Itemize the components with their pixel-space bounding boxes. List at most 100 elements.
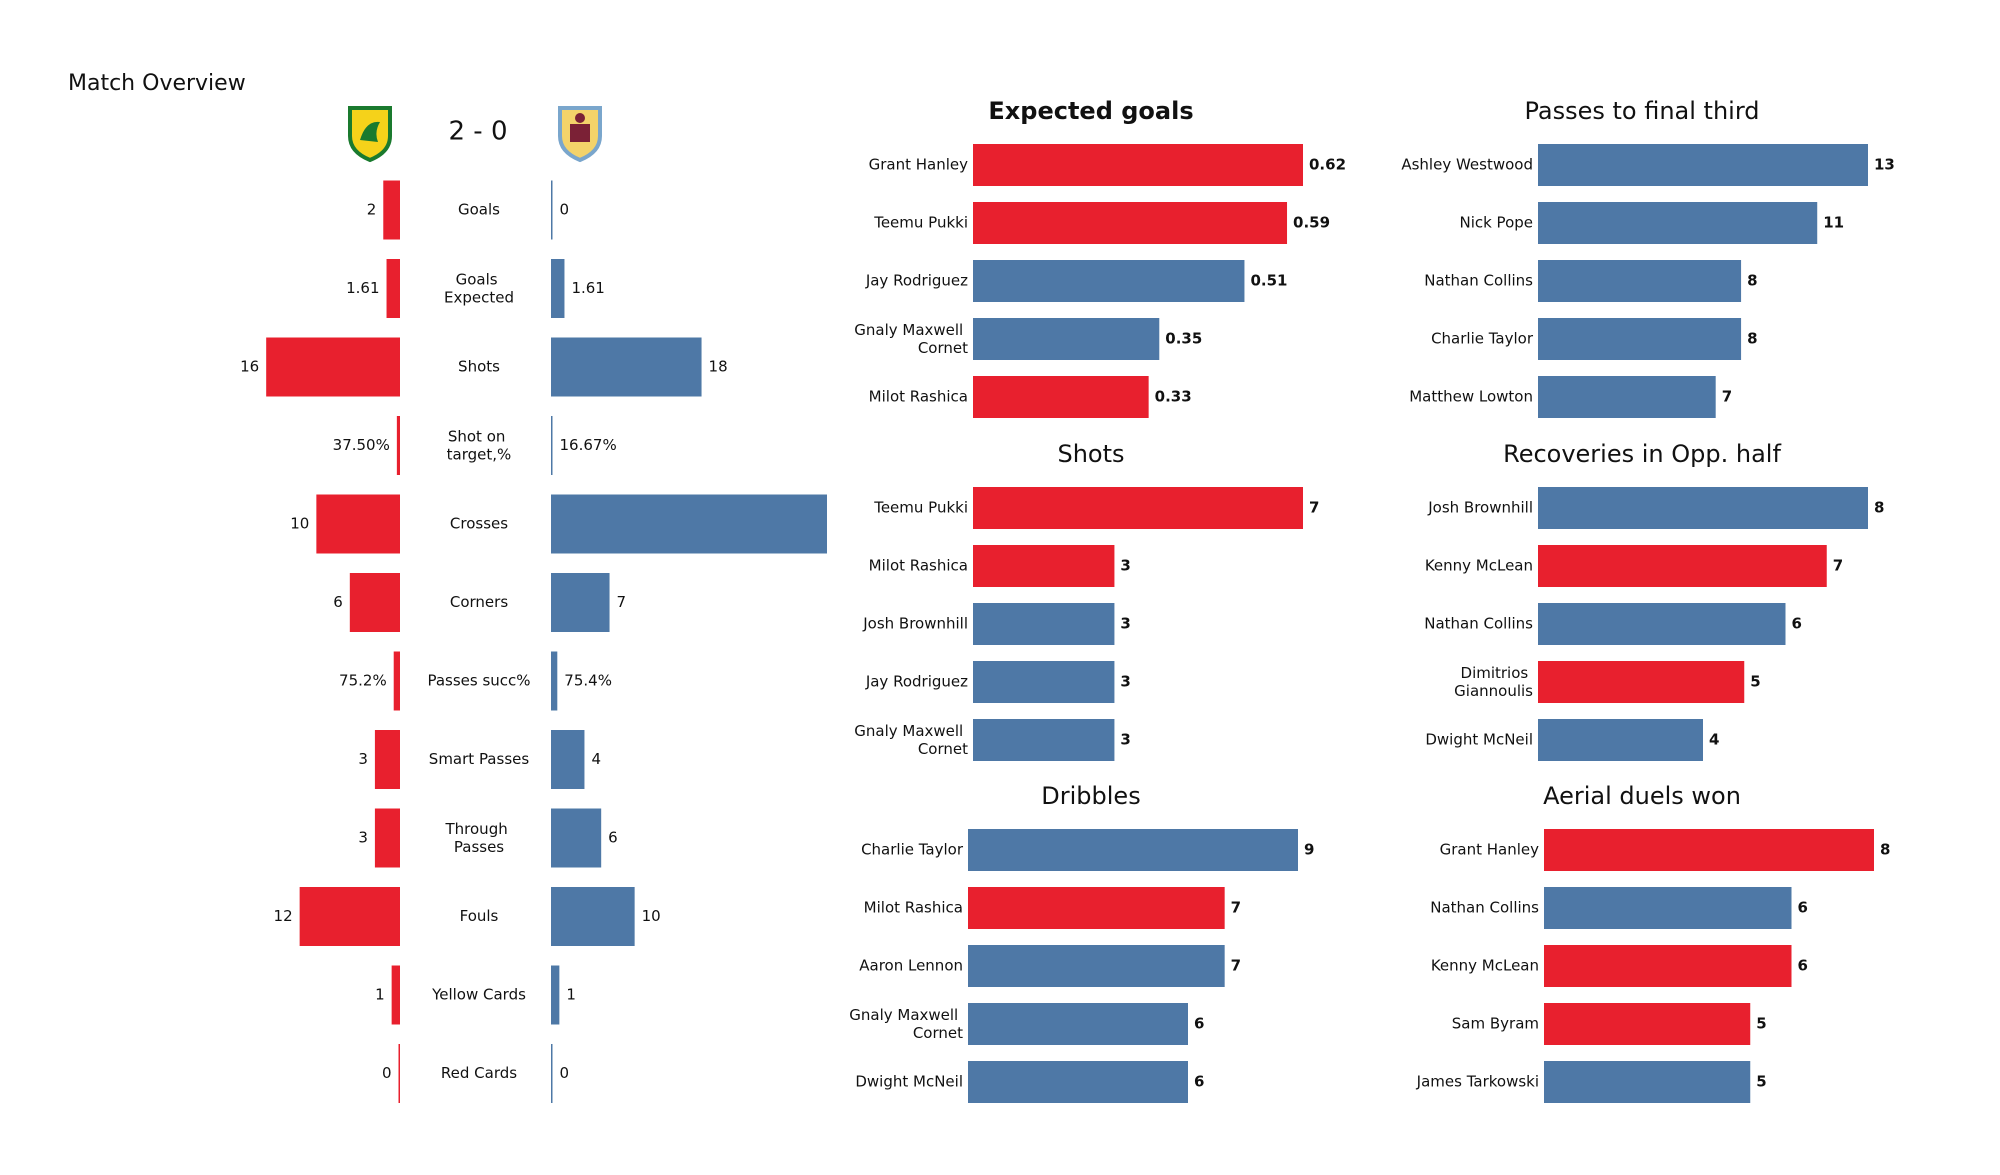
bar xyxy=(398,1044,400,1103)
bar xyxy=(1538,487,1868,529)
bar xyxy=(551,416,553,475)
bar xyxy=(968,1061,1188,1103)
chart-title: Shots xyxy=(1057,440,1124,468)
bar xyxy=(973,376,1149,418)
bar xyxy=(1538,318,1742,360)
value-label: 16 xyxy=(240,358,259,376)
category-label: Milot Rashica xyxy=(869,388,968,406)
value-label: 1 xyxy=(566,986,576,1004)
value-label: 18 xyxy=(709,358,728,376)
category-label: Matthew Lowton xyxy=(1409,388,1533,406)
bar xyxy=(973,202,1288,244)
value-label: 11 xyxy=(1823,214,1844,232)
bar xyxy=(316,494,400,554)
bar xyxy=(266,337,400,397)
category-label: Teemu Pukki xyxy=(873,214,968,232)
value-label: 5 xyxy=(1756,1073,1766,1091)
value-label: 3 xyxy=(358,750,368,768)
category-label: Charlie Taylor xyxy=(861,841,964,859)
value-label: 7 xyxy=(1231,957,1241,975)
category-label: Nathan Collins xyxy=(1430,899,1539,917)
bar xyxy=(299,887,400,946)
bar xyxy=(1538,545,1827,587)
category-label: Gnaly Maxwell Cornet xyxy=(849,1006,963,1042)
value-label: 0.62 xyxy=(1309,156,1346,174)
value-label: 6 xyxy=(1792,615,1802,633)
category-label: Jay Rodriguez xyxy=(865,673,968,691)
home-crest xyxy=(348,106,392,163)
value-label: 6 xyxy=(608,829,618,847)
bar xyxy=(1538,719,1703,761)
value-label: 3 xyxy=(1120,673,1130,691)
category-label: Teemu Pukki xyxy=(873,499,968,517)
bar xyxy=(393,651,400,711)
value-label: 7 xyxy=(617,593,627,611)
bar xyxy=(1544,945,1792,987)
bar xyxy=(1538,661,1745,703)
value-label: 8 xyxy=(1747,330,1757,348)
value-label: 3 xyxy=(358,829,368,847)
bar xyxy=(551,180,553,240)
bar xyxy=(551,573,610,632)
bar xyxy=(973,487,1303,529)
bar xyxy=(551,259,565,318)
category-label: Milot Rashica xyxy=(864,899,963,917)
category-label: Red Cards xyxy=(441,1064,517,1082)
value-label: 8 xyxy=(1874,499,1884,517)
bar xyxy=(551,1044,553,1103)
bar xyxy=(391,965,400,1025)
score: 2 - 0 xyxy=(449,117,508,147)
bar xyxy=(968,945,1225,987)
value-label: 1.61 xyxy=(346,279,379,297)
value-label: 8 xyxy=(1747,272,1757,290)
category-label: Shots xyxy=(458,358,500,376)
bar xyxy=(374,808,400,868)
category-label: Nathan Collins xyxy=(1424,272,1533,290)
bar xyxy=(1538,376,1716,418)
value-label: 7 xyxy=(1833,557,1843,575)
chart-title: Recoveries in Opp. half xyxy=(1503,440,1781,468)
value-label: 10 xyxy=(290,515,309,533)
category-label: Fouls xyxy=(460,907,499,925)
category-label: Shot on target,% xyxy=(447,427,512,463)
value-label: 0 xyxy=(560,1064,570,1082)
category-label: Milot Rashica xyxy=(869,557,968,575)
value-label: 10 xyxy=(642,907,661,925)
category-label: Goals Expected xyxy=(444,270,514,306)
value-label: 75.2% xyxy=(339,672,387,690)
value-label: 12 xyxy=(274,907,293,925)
category-label: Yellow Cards xyxy=(431,986,526,1004)
bar xyxy=(383,180,400,240)
category-label: Josh Brownhill xyxy=(1427,499,1533,517)
bar xyxy=(551,808,602,868)
value-label: 13 xyxy=(1874,156,1895,174)
category-label: Smart Passes xyxy=(429,750,530,768)
bar xyxy=(551,494,827,554)
category-label: Passes succ% xyxy=(427,672,530,690)
away-crest xyxy=(558,106,602,163)
chart-title: Dribbles xyxy=(1041,782,1140,810)
bar xyxy=(1544,887,1792,929)
bar xyxy=(551,651,558,711)
bar xyxy=(551,730,585,789)
bar xyxy=(973,318,1160,360)
bar xyxy=(1544,1003,1751,1045)
category-label: Kenny McLean xyxy=(1431,957,1539,975)
value-label: 0 xyxy=(382,1064,392,1082)
value-label: 75.4% xyxy=(564,672,612,690)
bar xyxy=(396,416,400,475)
category-label: Through Passes xyxy=(445,820,513,856)
bar xyxy=(1538,603,1786,645)
bar xyxy=(551,965,560,1025)
category-label: Kenny McLean xyxy=(1425,557,1533,575)
value-label: 3 xyxy=(1120,557,1130,575)
bar xyxy=(973,719,1115,761)
bar xyxy=(973,260,1245,302)
value-label: 0.33 xyxy=(1155,388,1192,406)
value-label: 5 xyxy=(1750,673,1760,691)
category-label: Gnaly Maxwell Cornet xyxy=(854,321,968,357)
category-label: Grant Hanley xyxy=(869,156,969,174)
bar xyxy=(551,337,702,397)
bar xyxy=(973,545,1115,587)
value-label: 3 xyxy=(1120,731,1130,749)
